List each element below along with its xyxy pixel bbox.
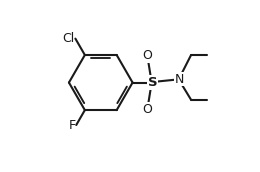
Text: O: O bbox=[142, 103, 152, 116]
Text: S: S bbox=[147, 76, 157, 89]
Text: O: O bbox=[142, 49, 152, 62]
Text: N: N bbox=[174, 73, 184, 86]
Text: F: F bbox=[68, 119, 75, 132]
Text: Cl: Cl bbox=[62, 32, 75, 45]
